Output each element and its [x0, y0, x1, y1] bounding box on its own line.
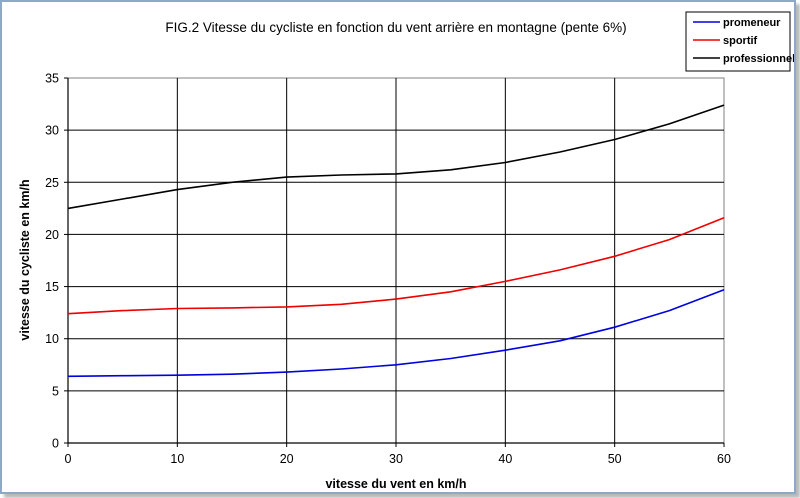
- legend-label-promeneur: promeneur: [723, 17, 781, 29]
- series-line-promeneur: [67, 288, 725, 378]
- y-tick-label: 0: [52, 437, 59, 451]
- y-tick-label: 10: [45, 332, 59, 346]
- x-tick-label: 0: [65, 452, 72, 466]
- x-tick-label: 10: [170, 452, 184, 466]
- legend-label-professionnel: professionnel: [723, 53, 794, 65]
- series-lines: [67, 104, 725, 378]
- gridlines: [68, 78, 724, 443]
- legend: promeneur sportif professionnel: [685, 11, 795, 72]
- legend-label-sportif: sportif: [723, 35, 758, 47]
- x-tick-label: 20: [280, 452, 294, 466]
- chart-title: FIG.2 Vitesse du cycliste en fonction du…: [165, 20, 626, 35]
- axes: 0 5 10 15 20 25 30 35 0 10 20 30 40 50 60: [45, 72, 731, 467]
- x-tick-label: 60: [717, 452, 731, 466]
- y-tick-label: 5: [52, 384, 59, 398]
- y-tick-label: 20: [45, 228, 59, 242]
- line-chart: 0 5 10 15 20 25 30 35 0 10 20 30 40 50 60 FIG.2 Vitess…: [18, 11, 795, 491]
- y-tick-label: 15: [45, 280, 59, 294]
- y-tick-label: 25: [45, 176, 59, 190]
- x-tick-label: 50: [608, 452, 622, 466]
- x-axis-title: vitesse du vent en km/h: [325, 477, 466, 491]
- x-tick-label: 40: [498, 452, 512, 466]
- y-tick-label: 35: [45, 72, 59, 86]
- x-tick-label: 30: [389, 452, 403, 466]
- series-line-professionnel: [67, 104, 725, 210]
- y-tick-label: 30: [45, 124, 59, 138]
- y-axis-title: vitesse du cycliste en km/h: [18, 179, 32, 340]
- series-line-sportif: [67, 216, 725, 315]
